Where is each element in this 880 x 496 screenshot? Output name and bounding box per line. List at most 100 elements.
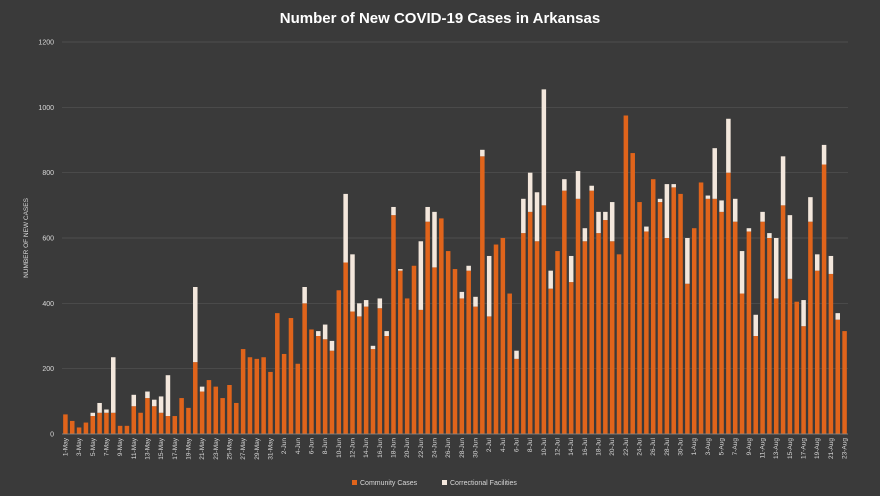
bar-segment xyxy=(247,357,253,434)
bar-segment xyxy=(726,118,731,173)
x-tick-label: 13-May xyxy=(144,437,151,459)
bar-segment xyxy=(199,391,205,434)
bar-segment xyxy=(391,215,396,434)
x-tick-label: 6-Jul xyxy=(514,437,521,452)
bar-segment xyxy=(281,353,287,434)
x-tick-label: 23-Aug xyxy=(842,438,849,459)
bar-segment xyxy=(466,270,471,434)
bar-segment xyxy=(548,270,553,289)
bar-segment xyxy=(138,412,143,434)
bar-segment xyxy=(418,241,424,310)
x-tick-label: 21-May xyxy=(199,437,206,459)
bar-segment xyxy=(534,192,540,242)
bar-segment xyxy=(705,198,711,434)
bar-segment xyxy=(165,416,171,434)
bar-segment xyxy=(705,195,711,199)
bar-segment xyxy=(234,402,239,434)
x-tick-label: 1-May xyxy=(62,437,69,456)
bar-segment xyxy=(83,422,89,434)
bar-segment xyxy=(473,306,478,434)
bar-segment xyxy=(302,303,307,434)
bar-segment xyxy=(835,313,841,320)
bar-segment xyxy=(814,270,820,434)
bar-segment xyxy=(644,226,649,232)
bar-segment xyxy=(801,326,806,434)
bar-segment xyxy=(432,211,437,268)
x-tick-label: 27-May xyxy=(240,437,247,459)
x-tick-label: 13-Aug xyxy=(773,438,780,459)
bar-segment xyxy=(145,398,150,434)
bar-segment xyxy=(568,255,574,283)
bar-segment xyxy=(657,202,663,434)
x-tick-label: 2-Jun xyxy=(281,438,288,455)
bar-segment xyxy=(514,358,519,434)
x-tick-label: 28-Jun xyxy=(459,438,466,458)
bar-segment xyxy=(411,265,417,434)
bar-segment xyxy=(712,148,717,199)
bar-segment xyxy=(322,339,328,434)
bar-segment xyxy=(821,164,827,434)
y-tick-label: 1000 xyxy=(38,105,54,112)
bar-segment xyxy=(473,296,478,307)
bar-segment xyxy=(534,241,540,434)
bar-segment xyxy=(240,349,246,434)
bar-segment xyxy=(644,231,649,434)
y-tick-label: 600 xyxy=(42,236,54,243)
bar-segment xyxy=(541,205,547,434)
x-tick-label: 21-Aug xyxy=(828,438,835,459)
bar-segment xyxy=(193,362,198,434)
x-tick-label: 2-Jul xyxy=(486,437,493,452)
bar-segment xyxy=(527,172,533,212)
bar-segment xyxy=(418,309,424,434)
bar-segment xyxy=(76,427,82,434)
bar-segment xyxy=(664,184,670,238)
bar-segment xyxy=(206,380,212,434)
bar-segment xyxy=(97,402,102,413)
bar-segment xyxy=(445,251,451,434)
x-tick-label: 11-Aug xyxy=(760,438,767,459)
bar-segment xyxy=(459,291,465,299)
bar-segment xyxy=(363,300,369,307)
bar-segment xyxy=(466,265,471,271)
x-tick-label: 18-Jul xyxy=(596,437,603,455)
x-tick-label: 26-Jul xyxy=(650,437,657,455)
bar-segment xyxy=(131,406,137,434)
x-tick-label: 3-Aug xyxy=(705,438,712,456)
bar-segment xyxy=(596,211,601,234)
bar-segment xyxy=(186,407,191,434)
bar-segment xyxy=(732,221,738,434)
x-tick-label: 12-Jul xyxy=(555,437,562,455)
bar-segment xyxy=(739,293,745,434)
bar-segment xyxy=(111,357,116,413)
bar-segment xyxy=(152,399,157,407)
y-tick-label: 1200 xyxy=(38,40,54,47)
bar-segment xyxy=(514,350,519,359)
chart-title: Number of New COVID-19 Cases in Arkansas xyxy=(280,10,600,27)
y-axis-label: NUMBER OF NEW CASES xyxy=(23,197,30,277)
x-tick-label: 24-Jun xyxy=(431,438,438,458)
bar-segment xyxy=(842,331,847,434)
bar-segment xyxy=(398,270,403,434)
bar-segment xyxy=(268,371,273,434)
bar-segment xyxy=(117,425,123,434)
x-tick-label: 4-Jun xyxy=(295,438,302,455)
bar-segment xyxy=(575,171,581,199)
x-tick-label: 7-May xyxy=(103,437,110,456)
bar-segment xyxy=(582,228,588,242)
bar-segment xyxy=(753,336,758,434)
bar-segment xyxy=(329,340,335,351)
x-tick-label: 19-May xyxy=(185,437,192,459)
bar-segment xyxy=(616,254,622,434)
bar-segment xyxy=(787,278,793,434)
legend-swatch xyxy=(442,480,447,485)
bar-segment xyxy=(521,198,526,234)
bar-segment xyxy=(370,349,376,434)
bar-segment xyxy=(562,190,567,434)
x-tick-label: 3-May xyxy=(76,437,83,456)
x-tick-label: 31-May xyxy=(267,437,274,459)
x-tick-label: 20-Jul xyxy=(609,437,616,455)
bar-segment xyxy=(63,414,68,434)
bar-segment xyxy=(357,303,362,317)
bar-segment xyxy=(828,255,834,274)
bar-segment xyxy=(261,357,266,434)
